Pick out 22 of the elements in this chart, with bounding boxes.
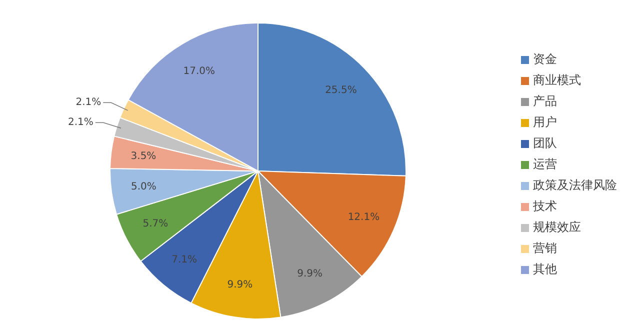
data-label: 12.1% bbox=[348, 212, 380, 223]
legend-label: 技术 bbox=[533, 198, 557, 215]
data-label: 2.1% bbox=[76, 97, 102, 108]
legend-label: 运营 bbox=[533, 156, 557, 173]
legend-label: 产品 bbox=[533, 93, 557, 110]
data-label: 7.1% bbox=[172, 254, 198, 266]
legend-label: 规模效应 bbox=[533, 219, 581, 236]
legend-label: 资金 bbox=[533, 51, 557, 68]
legend-label: 商业模式 bbox=[533, 72, 581, 89]
legend-label: 其他 bbox=[533, 261, 557, 278]
legend-label: 政策及法律风险 bbox=[533, 177, 617, 194]
data-label: 5.7% bbox=[142, 218, 168, 230]
data-label: 9.9% bbox=[297, 268, 323, 280]
data-label: 2.1% bbox=[68, 117, 94, 128]
data-label: 5.0% bbox=[130, 182, 156, 193]
data-label: 17.0% bbox=[183, 66, 216, 78]
data-label: 25.5% bbox=[325, 85, 357, 96]
data-label: 9.9% bbox=[227, 280, 253, 291]
legend-label: 用户 bbox=[533, 114, 557, 131]
data-label: 3.5% bbox=[130, 150, 156, 162]
legend-label: 营销 bbox=[533, 240, 557, 257]
legend-label: 团队 bbox=[533, 135, 557, 152]
